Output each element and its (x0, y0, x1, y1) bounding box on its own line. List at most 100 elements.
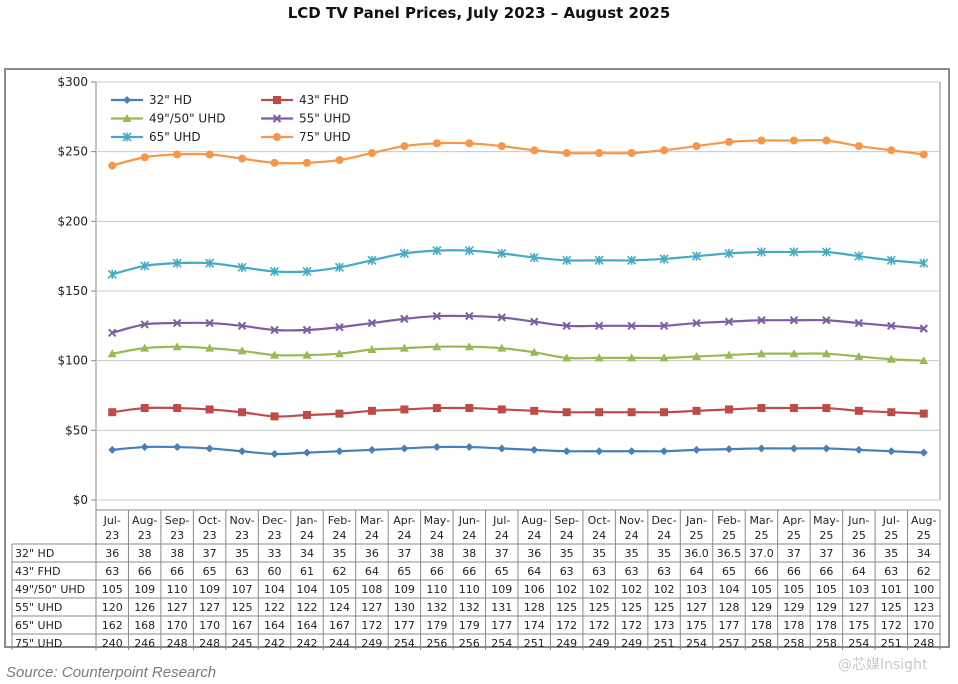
table-cell: 36.5 (717, 547, 742, 560)
table-cell: 127 (848, 601, 869, 614)
table-cell: 104 (719, 583, 740, 596)
table-cell: 66 (170, 565, 184, 578)
data-point (595, 447, 604, 456)
data-point (399, 248, 409, 258)
table-cell: 129 (751, 601, 772, 614)
data-point (108, 328, 117, 338)
table-cell: 258 (783, 637, 804, 650)
series-line (111, 314, 924, 334)
data-point (627, 408, 636, 417)
table-cell: 34 (300, 547, 314, 560)
table-cell: 167 (232, 619, 253, 632)
legend-label: 55" UHD (299, 112, 351, 126)
data-point (692, 351, 702, 360)
data-point (919, 448, 928, 457)
table-cell: 100 (913, 583, 934, 596)
data-point (497, 405, 506, 414)
table-cell: 179 (459, 619, 480, 632)
table-cell: 63 (592, 565, 606, 578)
table-cell: 63 (105, 565, 119, 578)
x-tick-label-month: Apr- (393, 514, 415, 527)
data-point (432, 443, 441, 452)
table-cell: 36 (105, 547, 119, 560)
table-cell: 66 (787, 565, 801, 578)
data-point (172, 318, 182, 328)
table-cell: 244 (329, 637, 350, 650)
table-cell: 125 (232, 601, 253, 614)
table-cell: 102 (654, 583, 675, 596)
data-point (302, 350, 312, 359)
table-cell: 172 (556, 619, 577, 632)
data-point (497, 142, 506, 151)
data-point (854, 351, 864, 360)
x-tick-label-month: Mar- (360, 514, 384, 527)
data-point (367, 149, 376, 158)
data-point (887, 146, 896, 155)
data-point (464, 246, 474, 256)
data-point (205, 150, 214, 159)
table-cell: 38 (170, 547, 184, 560)
data-point (919, 409, 928, 418)
data-point (367, 255, 377, 265)
x-tick-label-year: 25 (722, 529, 736, 542)
table-cell: 36 (365, 547, 379, 560)
table-cell: 162 (102, 619, 123, 632)
data-point (238, 408, 247, 417)
data-point (270, 412, 279, 421)
table-cell: 251 (654, 637, 675, 650)
table-cell: 127 (199, 601, 220, 614)
data-point (724, 248, 734, 258)
data-point (172, 258, 182, 268)
data-point (691, 251, 702, 261)
table-cell: 248 (167, 637, 188, 650)
table-cell: 105 (102, 583, 123, 596)
data-point (303, 158, 311, 167)
table-cell: 258 (751, 637, 772, 650)
data-point (562, 255, 572, 265)
line-chart: $0 $50 $100 $150 $200 $250 $300 32" HD 43" FHD 49… (11, 75, 941, 650)
y-tick-label: $100 (57, 354, 88, 368)
x-tick-label-month: Feb- (328, 514, 351, 527)
x-tick-label-year: 24 (625, 529, 639, 542)
data-point (821, 349, 831, 358)
table-cell: 103 (686, 583, 707, 596)
data-point (335, 409, 344, 418)
table-cell: 246 (134, 637, 155, 650)
table-cell: 106 (524, 583, 545, 596)
table-cell: 129 (783, 601, 804, 614)
x-tick-label-month: Sep- (554, 514, 579, 527)
x-tick-label-year: 24 (430, 529, 444, 542)
x-tick-label-year: 25 (787, 529, 801, 542)
data-point (269, 266, 280, 277)
table-cell: 249 (589, 637, 610, 650)
data-point (627, 321, 636, 331)
table-cell: 175 (848, 619, 869, 632)
data-point (273, 133, 281, 141)
series-line (111, 139, 924, 167)
data-point (108, 161, 117, 170)
data-point (529, 252, 539, 263)
data-point (919, 150, 928, 159)
table-cell: 125 (556, 601, 577, 614)
x-tick-label-year: 24 (527, 529, 541, 542)
chart-frame: $0 $50 $100 $150 $200 $250 $300 32" HD 43" FHD 49… (4, 68, 950, 650)
data-point (692, 445, 701, 454)
table-cell: 64 (527, 565, 541, 578)
x-tick-label-year: 24 (397, 529, 411, 542)
table-cell: 175 (686, 619, 707, 632)
data-point (367, 445, 376, 454)
data-point (205, 318, 214, 328)
x-tick-label-year: 23 (170, 529, 184, 542)
data-point (270, 325, 279, 335)
data-point (107, 349, 117, 358)
data-point (270, 158, 279, 167)
data-point (140, 261, 150, 271)
table-cell: 109 (199, 583, 220, 596)
data-point (724, 317, 734, 326)
table-cell: 127 (167, 601, 188, 614)
source-note: Source: Counterpoint Research (6, 664, 217, 681)
data-point (854, 406, 863, 415)
table-cell: 109 (491, 583, 512, 596)
table-cell: 248 (199, 637, 220, 650)
table-cell: 103 (848, 583, 869, 596)
